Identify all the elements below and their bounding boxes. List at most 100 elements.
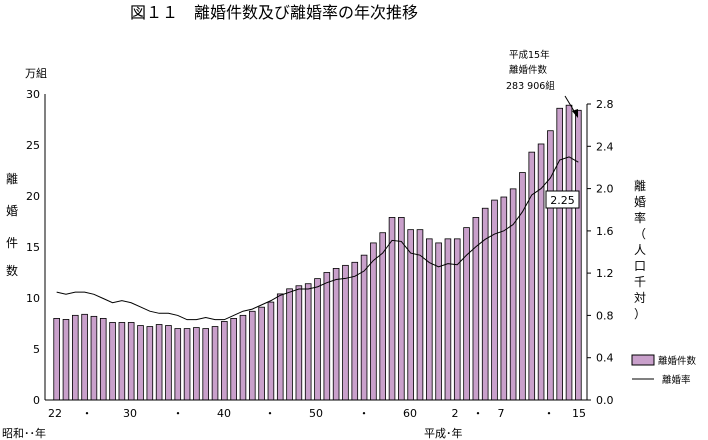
x-tick-label: 2 xyxy=(452,407,459,420)
left-tick-25: 25 xyxy=(26,139,40,152)
x-tick-label: 60 xyxy=(403,407,417,420)
rate-line xyxy=(56,156,579,321)
annotation-arrow-head xyxy=(572,109,578,118)
bar-50 xyxy=(314,278,321,401)
right-axis-label-char: 離 xyxy=(634,179,646,193)
bar-35 xyxy=(174,328,182,401)
right-axis-label-char: 率 xyxy=(634,210,646,225)
bar-28 xyxy=(109,322,116,401)
right-tick-2.4: 2.4 xyxy=(596,140,614,153)
x-tick-label: 30 xyxy=(123,407,137,420)
bar-48 xyxy=(295,285,303,401)
rate-label: 2.25 xyxy=(550,194,575,207)
left-axis-label-char: 数 xyxy=(6,263,18,278)
right-tick-0.4: 0.4 xyxy=(596,352,614,365)
x-tick-label: ・ xyxy=(173,407,184,420)
left-axis-label: 離婚件数 xyxy=(6,172,18,278)
left-axis-label-char: 婚 xyxy=(6,204,18,218)
bar-41 xyxy=(230,317,237,401)
bar-8 xyxy=(509,188,517,401)
x-tick-label: 15 xyxy=(572,407,586,420)
bar-6 xyxy=(491,199,498,401)
bar-27 xyxy=(99,317,107,401)
bar-43 xyxy=(248,310,256,401)
bar-29 xyxy=(118,322,126,401)
bar-12 xyxy=(547,130,554,401)
right-axis-label-char: ） xyxy=(634,307,646,321)
bar-45 xyxy=(267,301,275,401)
x-tick-label: ・ xyxy=(359,407,370,420)
x-tick-label: ・ xyxy=(544,407,555,420)
right-axis-label-char: 千 xyxy=(634,275,646,289)
right-tick-2.0: 2.0 xyxy=(596,183,614,196)
left-axis-label-char: 離 xyxy=(6,172,18,186)
annotation-year: 平成15年 xyxy=(509,49,550,61)
left-axis-label-char: 件 xyxy=(6,236,18,250)
left-tick-30: 30 xyxy=(26,88,40,101)
bar-42 xyxy=(239,314,247,401)
bar-39 xyxy=(211,326,219,401)
bar-15 xyxy=(575,109,582,401)
bar-31 xyxy=(137,325,144,401)
bar-40 xyxy=(221,321,228,401)
bar-23 xyxy=(62,319,70,401)
bar-55 xyxy=(360,254,368,401)
right-axis-label-char: 口 xyxy=(634,259,646,273)
bar-5 xyxy=(481,207,489,401)
bar-37 xyxy=(193,327,200,401)
legend-bar-swatch xyxy=(631,354,655,366)
right-tick-0.0: 0.0 xyxy=(596,394,614,407)
bar-36 xyxy=(183,328,191,401)
bar-11 xyxy=(537,143,545,401)
bar-32 xyxy=(146,326,154,401)
legend-line-label: 離婚率 xyxy=(662,374,691,386)
bar-34 xyxy=(165,325,172,401)
right-axis-label-char: 対 xyxy=(634,291,646,305)
bar-54 xyxy=(351,261,359,401)
bar-9 xyxy=(519,172,526,401)
bar-44 xyxy=(258,306,265,401)
x-tick-label: 50 xyxy=(309,407,323,420)
bar-60 xyxy=(407,229,414,401)
bar-51 xyxy=(323,272,331,401)
x-tick-label: 22 xyxy=(48,407,62,420)
bar-53 xyxy=(342,264,349,401)
chart-title: 図１１ 離婚件数及び離婚率の年次推移 xyxy=(130,3,418,22)
left-axis-unit: 万組 xyxy=(25,67,47,80)
right-axis-label-char: （ xyxy=(634,227,646,241)
bar-57 xyxy=(379,232,387,401)
bar-series xyxy=(53,104,582,401)
x-tick-label: ・ xyxy=(265,407,276,420)
bar-26 xyxy=(90,315,98,401)
bar-25 xyxy=(81,313,88,401)
bar-47 xyxy=(286,288,293,401)
bar-10 xyxy=(528,151,536,401)
left-tick-0: 0 xyxy=(33,394,40,407)
x-tick-label: ・ xyxy=(82,407,93,420)
bar-49 xyxy=(304,283,312,401)
right-axis-ticks: 0.0 0.4 0.8 1.2 1.6 2.0 2.4 2.8 xyxy=(587,98,614,407)
bar-元 xyxy=(444,238,452,401)
x-tick-label: 40 xyxy=(217,407,231,420)
bar-59 xyxy=(398,217,405,401)
bar-38 xyxy=(202,328,210,401)
bar-30 xyxy=(127,322,135,401)
x-tick-label: 7 xyxy=(498,407,505,420)
x-axis-ticks: 22 ・ 30 ・ 40 ・ 50 ・ 60 2 ・ 7 ・ 15 xyxy=(48,407,586,420)
bar-58 xyxy=(388,217,396,401)
bar-22 xyxy=(53,317,60,401)
rate-label-box xyxy=(545,190,580,209)
annotation-caption: 離婚件数 xyxy=(509,64,548,76)
left-tick-15: 15 xyxy=(26,241,40,254)
legend-bar-label: 離婚件数 xyxy=(658,355,697,367)
bar-56 xyxy=(370,242,377,401)
left-tick-10: 10 xyxy=(26,292,40,305)
bar-33 xyxy=(155,324,163,401)
x-axis-label-heisei: 平成･年 xyxy=(424,426,463,440)
right-axis-label-char: 婚 xyxy=(634,195,646,209)
bar-46 xyxy=(276,293,284,401)
bar-7 xyxy=(500,196,508,401)
left-tick-20: 20 xyxy=(26,190,40,203)
